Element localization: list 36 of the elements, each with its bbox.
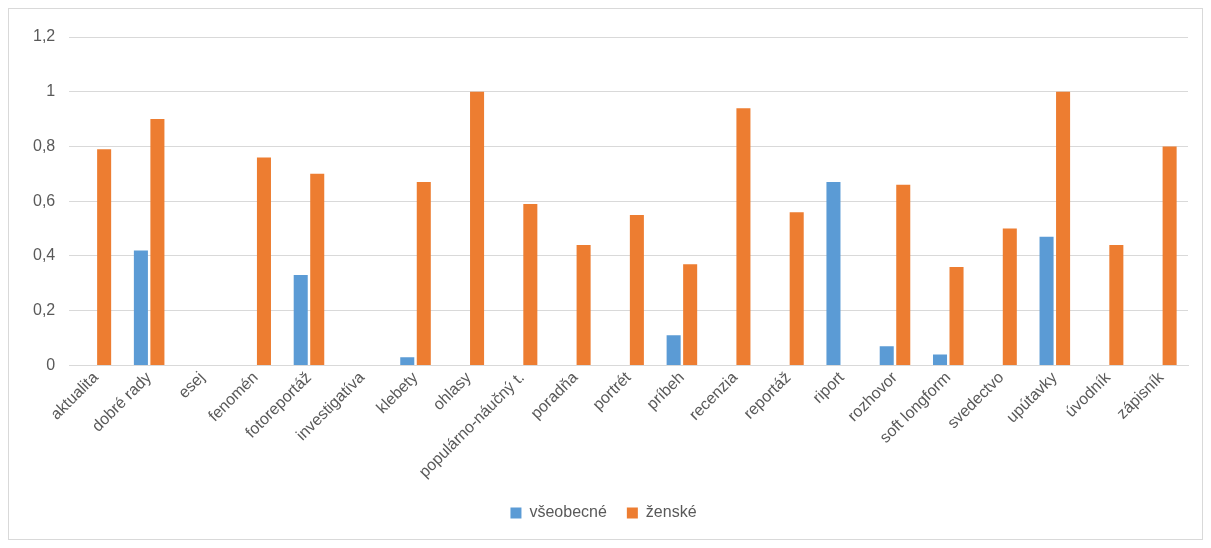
y-tick-label: 0,8 bbox=[32, 136, 56, 154]
bar bbox=[1056, 91, 1071, 365]
bar bbox=[1002, 228, 1017, 365]
bar bbox=[879, 346, 894, 365]
bar bbox=[666, 335, 681, 365]
bar bbox=[400, 357, 415, 365]
bar bbox=[523, 203, 538, 365]
y-tick-label: 0 bbox=[46, 355, 56, 373]
bar bbox=[826, 182, 841, 365]
bar bbox=[133, 250, 148, 365]
legend-label: všeobecné bbox=[529, 503, 607, 521]
bar bbox=[789, 212, 804, 365]
bar bbox=[150, 119, 165, 365]
bar bbox=[1109, 245, 1124, 365]
y-tick-label: 0,6 bbox=[32, 191, 56, 209]
x-tick-label: esej bbox=[174, 368, 208, 402]
bar bbox=[1162, 146, 1177, 365]
bar bbox=[310, 173, 325, 365]
bar bbox=[256, 157, 271, 365]
bar bbox=[949, 266, 964, 365]
y-tick-label: 0,2 bbox=[32, 301, 56, 319]
legend-label: ženské bbox=[645, 503, 697, 521]
bar bbox=[1039, 236, 1054, 365]
bar bbox=[629, 214, 644, 365]
y-tick-label: 1,2 bbox=[32, 27, 56, 45]
bar bbox=[932, 354, 948, 365]
bar bbox=[97, 149, 112, 365]
y-tick-label: 1 bbox=[46, 82, 56, 100]
y-tick-label: 0,4 bbox=[32, 246, 56, 264]
bar bbox=[576, 245, 591, 365]
bar bbox=[896, 184, 911, 365]
bar bbox=[736, 108, 751, 365]
bar bbox=[416, 182, 431, 365]
bar bbox=[470, 91, 485, 365]
bar bbox=[293, 275, 308, 365]
bar bbox=[683, 264, 698, 365]
